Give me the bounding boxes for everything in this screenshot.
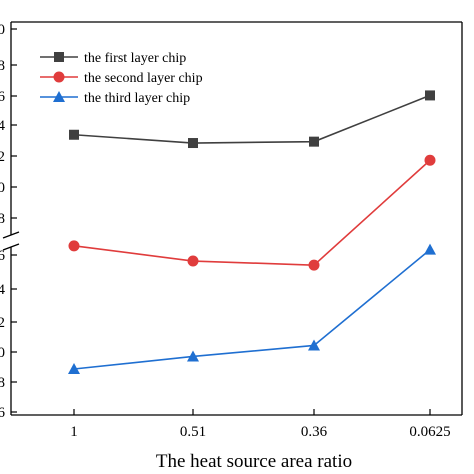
data-point-circle <box>53 71 65 83</box>
y-upper-tick-label: 6 <box>0 89 6 105</box>
y-upper-tick-label: 2 <box>0 149 5 165</box>
legend-label: the second layer chip <box>84 71 203 86</box>
ticks: 0 8 6 4 2 0 8 6 4 2 0 8 6 1 0.51 0.36 0.0625 <box>0 22 451 440</box>
data-point-square <box>188 138 198 149</box>
data-point-circle <box>68 240 80 252</box>
y-lower-tick-label: 6 <box>0 248 6 264</box>
axes <box>2 21 463 416</box>
y-upper-tick-label: 0 <box>0 180 5 196</box>
y-upper-tick-label: 4 <box>0 118 6 134</box>
series-3 <box>68 243 436 374</box>
data-point-circle <box>424 154 436 166</box>
data-point-square <box>69 129 79 140</box>
data-point-square <box>425 90 435 101</box>
x-axis-title: The heat source area ratio <box>156 451 352 472</box>
axis-break-mark-top <box>2 231 20 239</box>
legend: the first layer chip the second layer chi… <box>40 51 203 106</box>
series-line <box>73 94 431 144</box>
data-point-square <box>54 52 64 62</box>
data-point-triangle <box>424 243 436 255</box>
y-upper-tick-label: 8 <box>0 58 5 74</box>
series-1 <box>69 90 435 149</box>
data-point-triangle <box>187 350 199 362</box>
y-upper-tick-label: 8 <box>0 211 5 227</box>
data-point-triangle <box>53 91 65 102</box>
data-point-circle <box>187 255 199 267</box>
series-line <box>73 159 431 266</box>
axis-break-mark-bottom <box>2 243 20 251</box>
y-upper-tick-label: 0 <box>0 22 5 38</box>
data-point-triangle <box>308 339 320 351</box>
x-tick-label: 0.0625 <box>409 424 450 440</box>
series-layer <box>68 90 436 374</box>
legend-entry: the first layer chip <box>40 51 186 66</box>
y-lower-tick-label: 0 <box>0 345 5 361</box>
legend-entry: the third layer chip <box>40 91 190 106</box>
y-lower-tick-label: 8 <box>0 375 5 391</box>
data-point-circle <box>308 259 320 271</box>
x-tick-label: 0.51 <box>180 424 206 440</box>
legend-label: the third layer chip <box>84 91 190 106</box>
legend-label: the first layer chip <box>84 51 186 66</box>
y-lower-tick-label: 2 <box>0 315 5 331</box>
data-point-triangle <box>68 363 80 374</box>
data-point-square <box>309 136 319 147</box>
series-line <box>73 249 431 370</box>
legend-entry: the second layer chip <box>40 71 203 86</box>
y-lower-tick-label: 4 <box>0 282 6 298</box>
series-2 <box>68 154 436 271</box>
y-lower-tick-label: 6 <box>0 405 6 421</box>
x-tick-label: 0.36 <box>301 424 328 440</box>
x-tick-label: 1 <box>70 424 78 440</box>
